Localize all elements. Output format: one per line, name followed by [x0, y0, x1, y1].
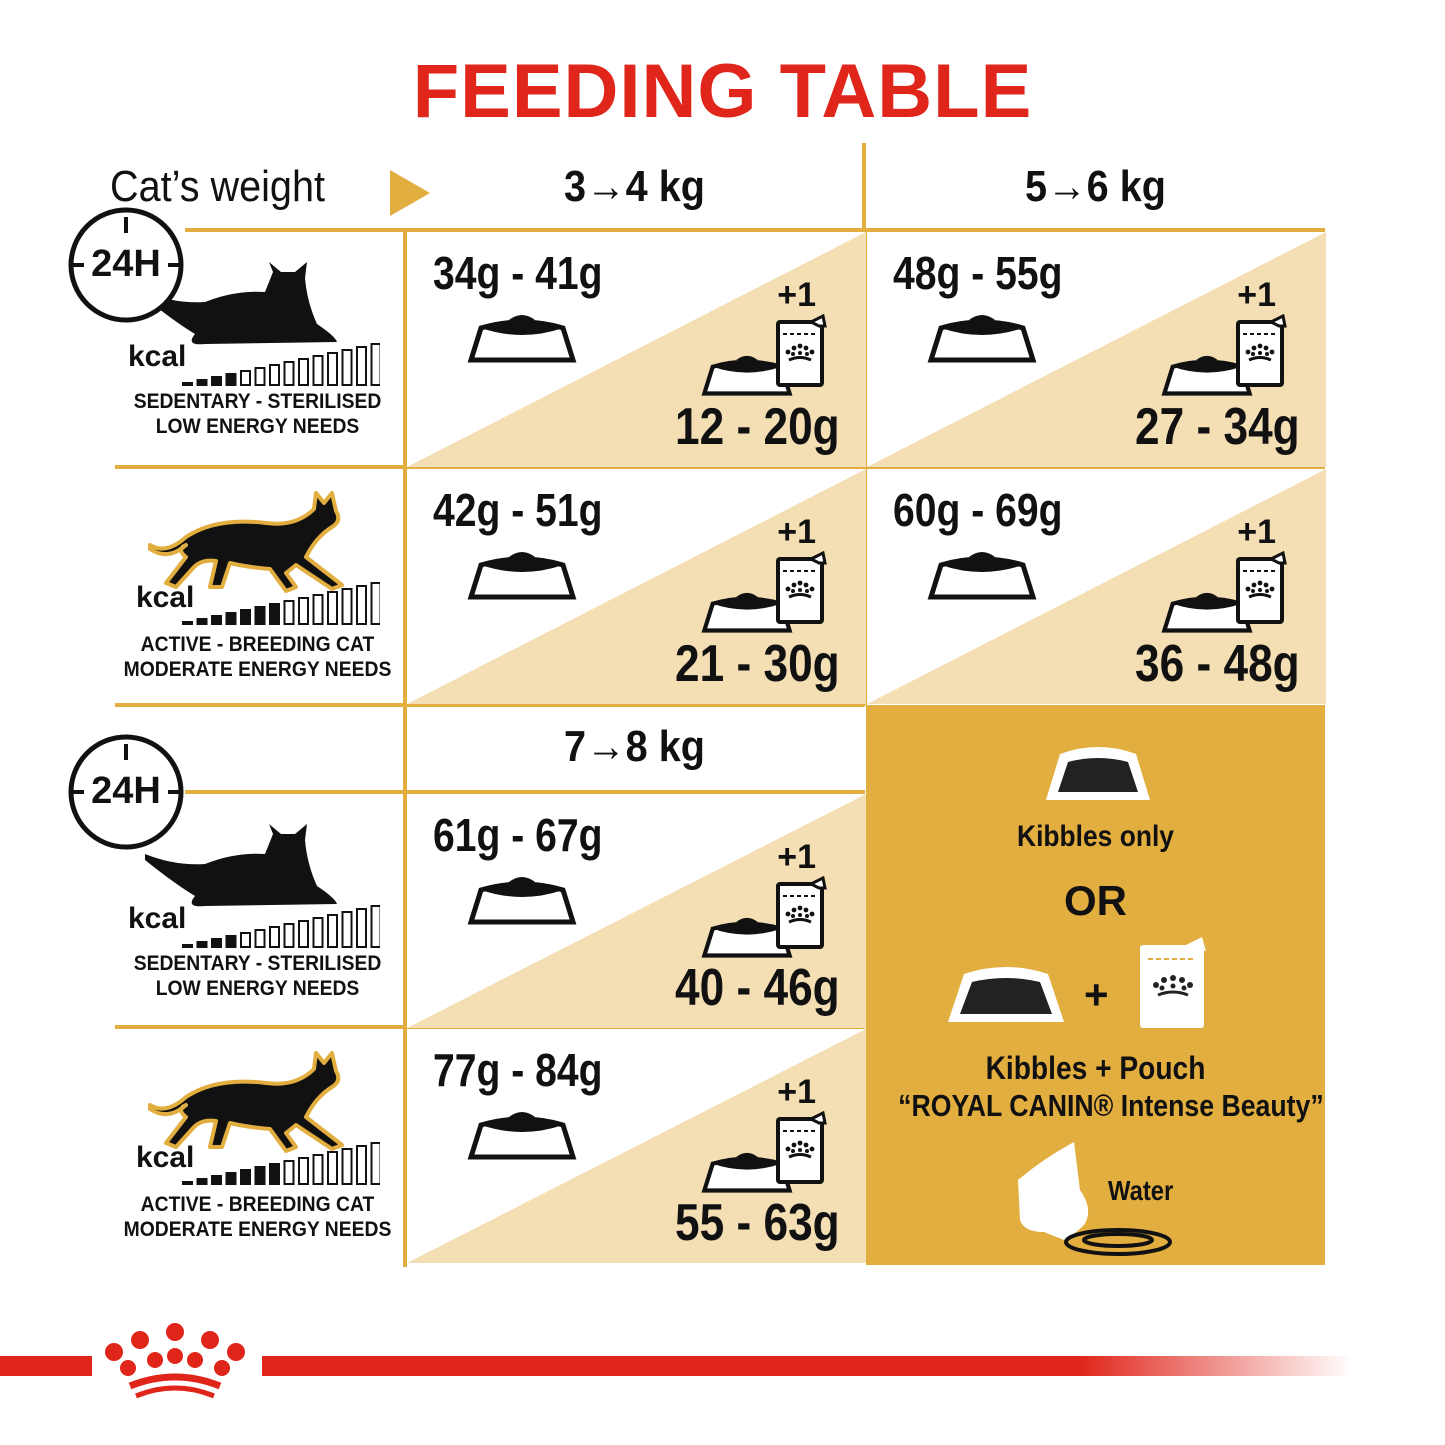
profile-label: ACTIVE - BREEDING CAT — [140, 633, 375, 656]
divider — [185, 790, 865, 794]
kibble-bowl-icon — [467, 545, 577, 603]
plus-one-pouch-label: +1 — [777, 276, 816, 314]
24h-clock-icon: 24H — [66, 732, 186, 852]
divider — [862, 143, 866, 233]
kibbles-with-pouch-amount: 27 - 34g — [1135, 398, 1300, 456]
feeding-cell-5-6kg-active: 60g - 69g +1 36 - 48g — [867, 469, 1326, 704]
kcal-label: kcal — [128, 340, 187, 373]
profile-sedentary: kcal SEDENTARY - STERILISED LOW ENERGY NEE… — [110, 794, 405, 1031]
walking-cat-icon — [146, 1047, 346, 1162]
profile-sublabel: MODERATE ENERGY NEEDS — [123, 1218, 392, 1241]
plus-one-pouch-label: +1 — [777, 838, 816, 876]
kibbles-only-amount: 48g - 55g — [893, 247, 1063, 299]
kibble-bowl-icon — [1046, 747, 1150, 800]
kibble-bowl-icon — [1161, 587, 1253, 637]
kibbles-only-amount: 34g - 41g — [433, 247, 603, 299]
energy-level-bars — [120, 342, 382, 393]
feeding-cell-7-8kg-sedentary: 61g - 67g +1 40 - 46g — [407, 794, 866, 1028]
kcal-label: kcal — [136, 1141, 195, 1174]
weight-header-5-6: 5→6 kg — [1025, 162, 1166, 211]
lying-cat-icon — [145, 262, 345, 357]
water-label: Water — [1108, 1175, 1174, 1206]
feeding-cell-5-6kg-sedentary: 48g - 55g +1 27 - 34g — [867, 232, 1326, 467]
kibbles-only-label: Kibbles only — [1017, 820, 1174, 853]
brand-bar — [262, 1356, 1352, 1376]
feeding-cell-3-4kg-active: 42g - 51g +1 21 - 30g — [407, 469, 866, 704]
kibble-bowl-icon — [467, 308, 577, 366]
pouch-icon — [775, 313, 827, 388]
feeding-cell-3-4kg-sedentary: 34g - 41g +1 12 - 20g — [407, 232, 866, 467]
plus-one-pouch-label: +1 — [1237, 276, 1276, 314]
pouch-icon — [1235, 313, 1287, 388]
kibbles-with-pouch-amount: 12 - 20g — [675, 398, 840, 456]
kibbles-only-amount: 42g - 51g — [433, 484, 603, 536]
kibbles-pouch-label: Kibbles + Pouch — [985, 1050, 1206, 1086]
profile-sublabel: MODERATE ENERGY NEEDS — [123, 658, 392, 681]
kibble-bowl-icon — [927, 545, 1037, 603]
kibbles-with-pouch-amount: 21 - 30g — [675, 635, 840, 693]
product-name: “ROYAL CANIN® Intense Beauty” — [898, 1088, 1324, 1123]
profile-active: kcal ACTIVE - BREEDING CAT MODERATE ENERGY… — [110, 469, 405, 706]
divider — [115, 703, 865, 707]
kibble-bowl-icon — [701, 350, 793, 400]
24h-label: 24H — [91, 770, 161, 812]
kcal-label: kcal — [128, 902, 187, 935]
24h-label: 24H — [91, 243, 161, 285]
kibbles-only-amount: 61g - 67g — [433, 809, 603, 861]
kcal-label: kcal — [136, 581, 195, 614]
energy-level-bars — [120, 1141, 382, 1192]
pouch-icon — [1140, 937, 1206, 1028]
plus-one-pouch-label: +1 — [1237, 513, 1276, 551]
profile-label: ACTIVE - BREEDING CAT — [140, 1193, 375, 1216]
kibbles-with-pouch-amount: 36 - 48g — [1135, 635, 1300, 693]
profile-label: SEDENTARY - STERILISED — [133, 390, 382, 413]
weight-header-7-8: 7→8 kg — [564, 722, 705, 771]
profile-active: kcal ACTIVE - BREEDING CAT MODERATE ENERGY… — [110, 1029, 405, 1266]
profile-sublabel: LOW ENERGY NEEDS — [155, 977, 360, 1000]
brand-bar — [0, 1356, 92, 1376]
cats-weight-label: Cat’s weight — [110, 162, 325, 211]
profile-label: SEDENTARY - STERILISED — [133, 952, 382, 975]
lying-cat-icon — [145, 824, 345, 919]
walking-cat-icon — [146, 487, 346, 602]
plus-one-pouch-label: +1 — [777, 513, 816, 551]
kibbles-with-pouch-amount: 55 - 63g — [675, 1194, 840, 1252]
kibble-bowl-icon — [467, 870, 577, 928]
energy-level-bars — [120, 581, 382, 632]
feeding-cell-7-8kg-active: 77g - 84g +1 55 - 63g — [407, 1029, 866, 1263]
play-triangle-icon — [390, 170, 430, 216]
kibbles-with-pouch-amount: 40 - 46g — [675, 959, 840, 1017]
weight-header-3-4: 3→4 kg — [564, 162, 705, 211]
cat-drinking-water-icon — [1018, 1142, 1172, 1256]
profile-sublabel: LOW ENERGY NEEDS — [155, 415, 360, 438]
plus-one-pouch-label: +1 — [777, 1073, 816, 1111]
royal-canin-crown-logo — [105, 1323, 245, 1399]
kibbles-only-amount: 60g - 69g — [893, 484, 1063, 536]
divider — [864, 230, 867, 705]
kibble-bowl-icon — [927, 308, 1037, 366]
pouch-icon — [775, 1110, 827, 1185]
legend-panel: Kibbles only OR + Kibbles + Pouch “ROYAL… — [866, 705, 1325, 1265]
energy-level-bars — [120, 904, 382, 955]
page-title: FEEDING TABLE — [412, 49, 1033, 134]
kibble-bowl-icon — [948, 967, 1064, 1022]
kibbles-only-amount: 77g - 84g — [433, 1044, 603, 1096]
pouch-icon — [1235, 550, 1287, 625]
pouch-icon — [775, 875, 827, 950]
pouch-icon — [775, 550, 827, 625]
divider — [115, 465, 1325, 469]
kibble-bowl-icon — [467, 1105, 577, 1163]
divider — [185, 228, 1325, 232]
divider — [403, 230, 407, 1267]
or-label: OR — [1064, 877, 1127, 924]
plus-label: + — [1084, 971, 1109, 1018]
profile-sedentary: kcal SEDENTARY - STERILISED LOW ENERGY NEE… — [110, 232, 405, 469]
24h-clock-icon: 24H — [66, 205, 186, 325]
